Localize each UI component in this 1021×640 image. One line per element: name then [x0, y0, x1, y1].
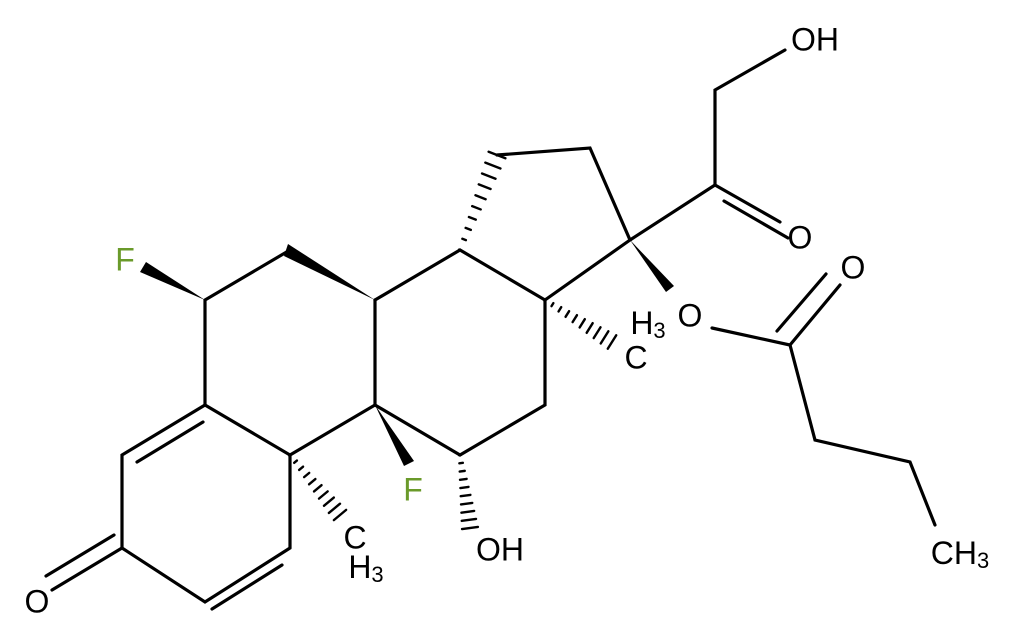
hash	[461, 237, 468, 242]
hash	[474, 194, 487, 201]
hash	[460, 517, 478, 523]
hash	[297, 465, 305, 472]
hash	[457, 248, 463, 252]
hash	[606, 334, 618, 350]
hash	[302, 471, 311, 479]
atom-label: H	[348, 549, 371, 585]
hash	[307, 477, 317, 486]
bonds	[44, 48, 937, 611]
subscript: 3	[653, 318, 665, 343]
hash	[550, 301, 555, 308]
atom-label: CH	[931, 535, 977, 571]
hash	[557, 305, 563, 313]
hash	[564, 309, 571, 319]
atom-label: OH	[791, 21, 839, 57]
atom-label: C	[343, 519, 366, 555]
atom-label: CH3	[931, 535, 989, 572]
hash	[470, 204, 482, 211]
hash	[543, 297, 547, 303]
hash	[467, 215, 477, 221]
atom-label: O	[25, 583, 50, 619]
atom-labels: F F OH OH O O O O C H3 H3 C CH3	[25, 21, 990, 619]
hash	[459, 501, 474, 506]
hash	[312, 484, 323, 493]
atom-label: O	[788, 219, 813, 255]
atom-label: H3	[630, 305, 665, 342]
hash	[317, 490, 329, 500]
hash	[458, 477, 468, 481]
subscript: 3	[371, 562, 383, 587]
hash	[480, 172, 497, 180]
hash	[477, 183, 492, 191]
atom-label: H	[630, 305, 653, 341]
hash	[327, 502, 342, 515]
wedges	[140, 150, 674, 531]
atom-label: H3	[348, 549, 383, 586]
subscript: 3	[977, 548, 989, 573]
hash	[322, 496, 336, 507]
hash	[288, 453, 292, 457]
atom-label: F	[403, 471, 423, 507]
hash	[599, 330, 610, 345]
hash	[484, 161, 502, 170]
hash	[585, 321, 594, 335]
atom-label: O	[678, 297, 703, 333]
hash	[487, 150, 507, 160]
hash	[464, 226, 473, 232]
atom-label: O	[841, 249, 866, 285]
hash	[458, 469, 466, 473]
hash	[459, 493, 472, 498]
atom-label: C	[624, 339, 647, 375]
atom-label: OH	[476, 531, 524, 567]
hash	[571, 313, 579, 324]
hash	[332, 508, 348, 522]
hash	[460, 509, 476, 514]
hash	[292, 459, 299, 465]
hash	[460, 525, 480, 531]
hash	[578, 317, 587, 329]
hash	[459, 485, 470, 490]
atom-label: F	[115, 241, 135, 277]
hash	[592, 326, 602, 340]
